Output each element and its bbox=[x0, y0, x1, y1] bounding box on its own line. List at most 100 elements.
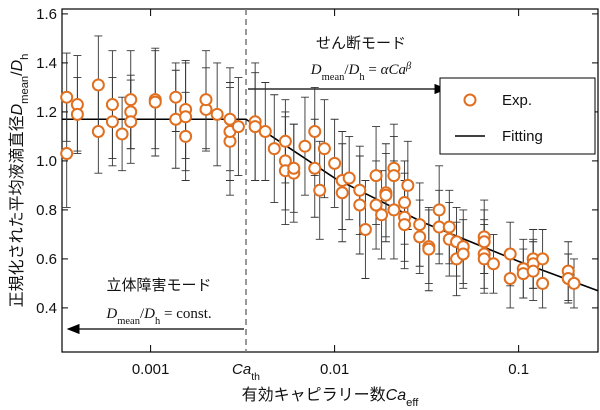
annotation-formula: Dmean/Dh = const. bbox=[105, 306, 211, 327]
text-part: αCa bbox=[381, 62, 406, 78]
data-point bbox=[313, 183, 327, 197]
data-point bbox=[328, 156, 342, 170]
text-part: / bbox=[140, 306, 145, 322]
data-point bbox=[503, 247, 517, 261]
data-point bbox=[267, 142, 281, 156]
data-point bbox=[60, 147, 74, 161]
data-point bbox=[105, 98, 119, 112]
data-point bbox=[536, 276, 550, 290]
x-tick-label: 0.01 bbox=[320, 361, 349, 378]
data-point bbox=[287, 161, 301, 175]
text-part: = const. bbox=[160, 306, 211, 322]
data-point bbox=[248, 120, 262, 134]
data-point bbox=[358, 223, 372, 236]
data-point bbox=[179, 129, 193, 143]
data-point bbox=[369, 169, 383, 183]
data-point bbox=[124, 115, 138, 129]
text-part: D bbox=[143, 306, 155, 322]
data-point bbox=[298, 139, 312, 153]
y-axis-label: 正規化された平均液滴直径Dmean/Dh bbox=[8, 54, 31, 308]
text-part: th bbox=[251, 371, 260, 383]
data-point bbox=[231, 120, 245, 134]
data-point bbox=[422, 242, 436, 256]
y-tick-label: 1.6 bbox=[36, 6, 57, 23]
text-part: / bbox=[344, 62, 349, 78]
text-part: h bbox=[155, 316, 161, 327]
y-tick-label: 1.4 bbox=[36, 55, 57, 72]
data-point bbox=[442, 220, 456, 234]
y-tick-label: 1.0 bbox=[36, 153, 57, 170]
text-part: h bbox=[359, 72, 365, 83]
data-point bbox=[308, 161, 322, 175]
data-point bbox=[353, 183, 367, 197]
data-point bbox=[387, 169, 401, 183]
data-point bbox=[398, 218, 412, 232]
text-part: mean bbox=[322, 72, 345, 83]
x-axis-label: 有効キャピラリー数Caeff bbox=[242, 386, 420, 409]
plot-frame bbox=[61, 8, 599, 353]
data-point bbox=[210, 107, 224, 121]
legend-label: Exp. bbox=[502, 92, 532, 109]
data-point bbox=[179, 110, 193, 124]
data-point bbox=[401, 178, 415, 192]
data-point bbox=[526, 264, 540, 278]
y-tick-label: 0.8 bbox=[36, 202, 57, 219]
data-point bbox=[432, 203, 446, 217]
x-tick-label: 0.1 bbox=[508, 361, 529, 378]
data-point bbox=[148, 95, 162, 109]
data-point bbox=[60, 90, 74, 104]
y-tick-label: 0.4 bbox=[36, 300, 57, 317]
data-point bbox=[456, 247, 470, 261]
annotation-title: 立体障害モード bbox=[106, 276, 211, 294]
data-point bbox=[375, 208, 389, 222]
text-part: D bbox=[105, 306, 117, 322]
data-point bbox=[477, 235, 491, 249]
data-point bbox=[342, 171, 356, 185]
text-part: eff bbox=[406, 397, 419, 409]
text-part: Ca bbox=[386, 387, 407, 404]
data-point bbox=[91, 78, 105, 92]
legend-label: Fitting bbox=[502, 128, 543, 145]
data-point bbox=[503, 272, 517, 285]
legend-box bbox=[439, 77, 596, 155]
annotation-formula: Dmean/Dh = αCaβ bbox=[310, 61, 412, 83]
text-part: / bbox=[9, 71, 26, 76]
data-point bbox=[258, 125, 272, 138]
data-point bbox=[124, 93, 138, 107]
data-point bbox=[387, 203, 401, 217]
text-part: h bbox=[19, 54, 31, 60]
data-point bbox=[199, 93, 213, 107]
text-part: mean bbox=[19, 76, 31, 104]
data-point bbox=[398, 196, 412, 210]
data-point bbox=[308, 125, 322, 138]
annotation-title: せん断モード bbox=[316, 35, 406, 52]
x-tick-label: 0.001 bbox=[132, 361, 170, 378]
text-part: D bbox=[9, 59, 26, 71]
data-point bbox=[379, 188, 393, 202]
text-part: 有効キャピラリー数 bbox=[242, 386, 386, 404]
y-tick-label: 1.2 bbox=[36, 104, 57, 121]
data-point bbox=[567, 276, 581, 290]
data-point bbox=[335, 186, 349, 200]
data-point bbox=[369, 198, 383, 212]
text-part: D bbox=[348, 62, 360, 78]
data-point bbox=[413, 230, 427, 244]
text-part: D bbox=[9, 103, 26, 115]
text-part: mean bbox=[117, 316, 140, 327]
data-point bbox=[91, 125, 105, 138]
data-point bbox=[317, 142, 331, 156]
data-point bbox=[105, 115, 119, 129]
data-point bbox=[536, 252, 550, 266]
text-part: β bbox=[405, 61, 412, 72]
threshold-label: Cath bbox=[232, 361, 260, 383]
data-point bbox=[70, 107, 84, 121]
text-part: = bbox=[365, 62, 381, 78]
text-part: D bbox=[310, 62, 322, 78]
y-tick-label: 0.6 bbox=[36, 251, 57, 268]
data-point bbox=[413, 218, 427, 232]
data-point bbox=[115, 127, 129, 141]
data-point bbox=[169, 90, 183, 104]
data-point bbox=[353, 198, 367, 212]
text-part: Ca bbox=[232, 361, 251, 378]
